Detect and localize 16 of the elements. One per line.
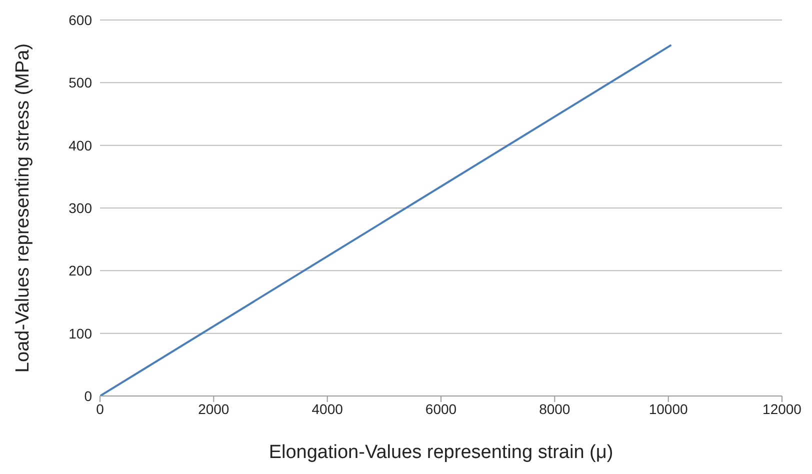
x-tick-label: 8000 (539, 400, 570, 417)
x-tick-label: 4000 (312, 400, 344, 417)
x-tick-label: 10000 (648, 400, 688, 417)
x-axis-title: Elongation-Values representing strain (μ) (268, 442, 614, 463)
x-tick-label: 12000 (762, 400, 802, 417)
x-tick-label: 2000 (198, 400, 230, 417)
y-tick-label: 0 (84, 388, 92, 404)
x-tick-label: 0 (96, 400, 104, 417)
x-tick-label: 6000 (425, 400, 457, 417)
y-tick-label: 100 (68, 325, 92, 342)
y-tick-label: 600 (68, 12, 92, 28)
y-tick-label: 500 (68, 74, 92, 91)
y-tick-label: 200 (68, 262, 92, 279)
y-tick-label: 300 (68, 200, 92, 216)
y-axis-title: Load-Values representing stress (MPa) (12, 43, 34, 373)
y-tick-label: 400 (68, 137, 92, 154)
